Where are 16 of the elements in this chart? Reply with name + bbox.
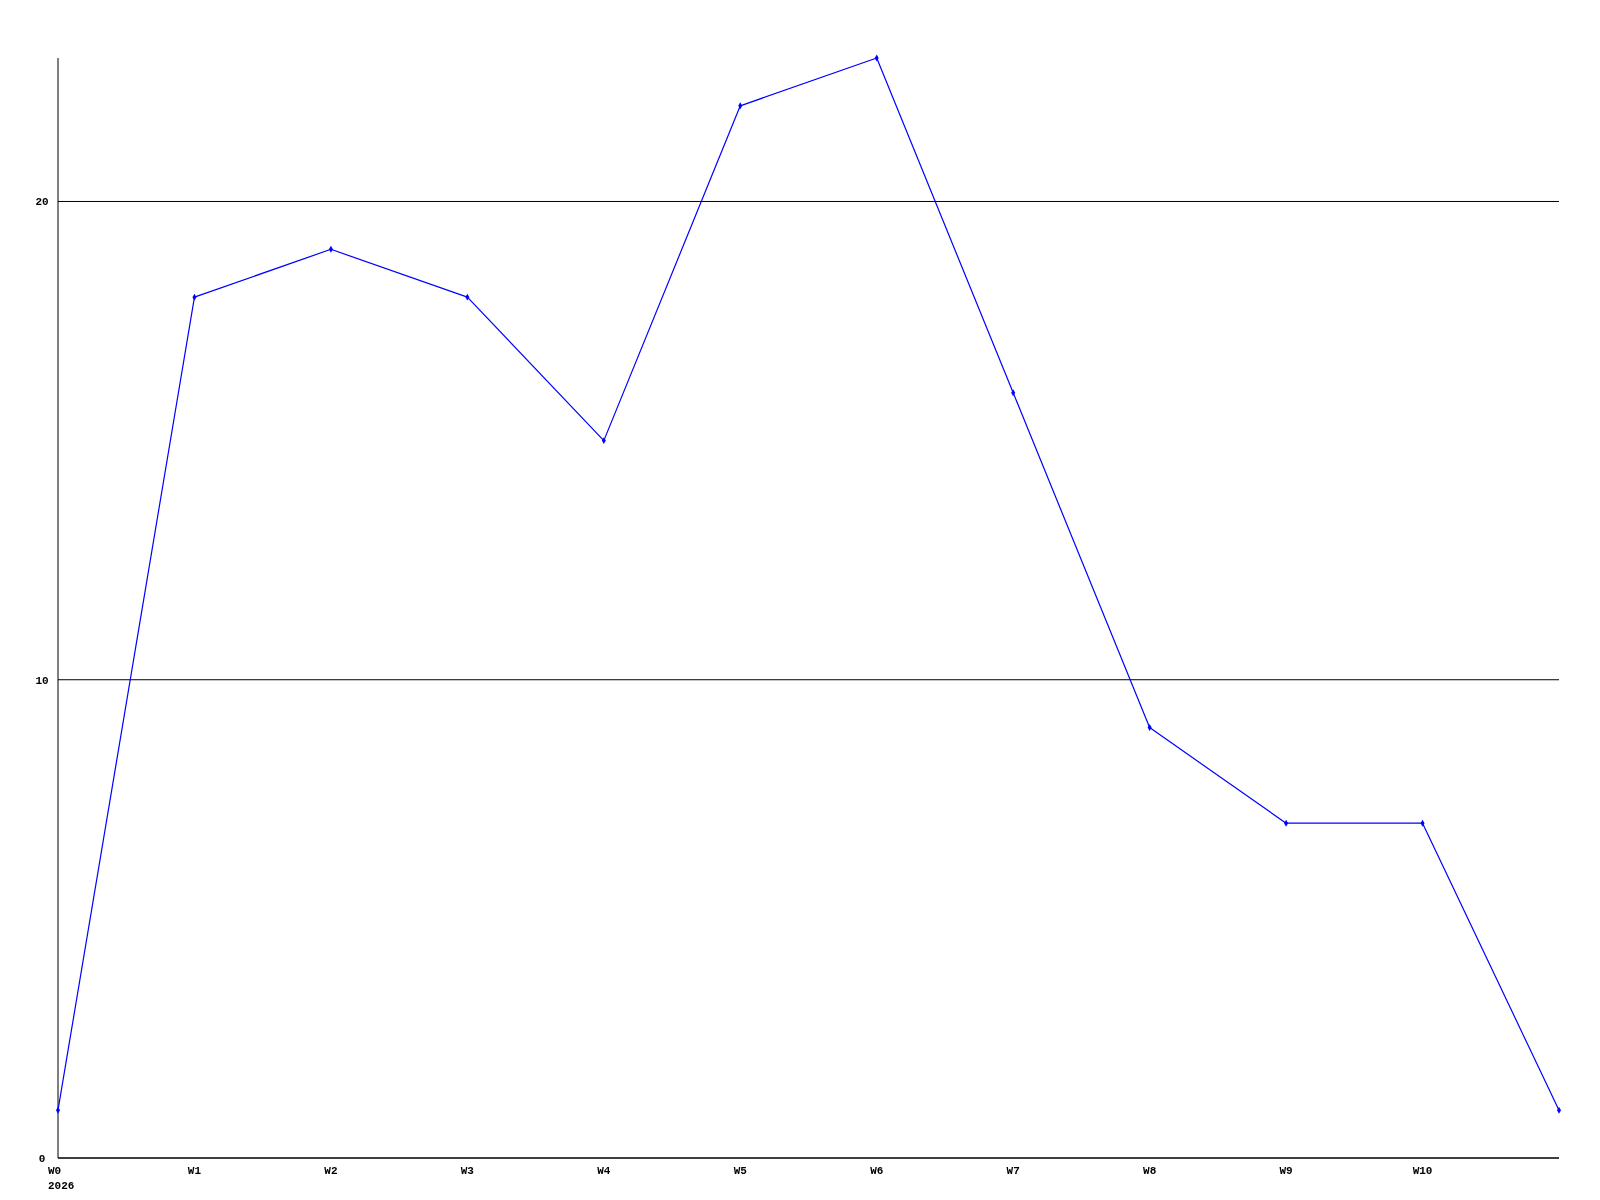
x-tick-label: W8 — [1143, 1165, 1157, 1177]
x-tick-label: W7 — [1006, 1165, 1020, 1177]
y-tick-label: 10 — [35, 674, 49, 687]
point — [1556, 1106, 1562, 1114]
x-tick-label: W3 — [460, 1165, 475, 1177]
x-tick-label: W0 2026 — [48, 1165, 75, 1192]
x-tick-label: W1 — [187, 1165, 202, 1177]
y-tick-label: 20 — [35, 196, 49, 209]
x-tick-label: W6 — [870, 1165, 884, 1177]
x-tick-label: W9 — [1279, 1165, 1293, 1177]
y-tick-label: 0 — [38, 1153, 46, 1165]
x-tick-label: W10 — [1412, 1165, 1433, 1177]
x-tick-label: W5 — [733, 1165, 748, 1177]
x-tick-label: W2 — [324, 1165, 338, 1177]
point — [55, 1106, 61, 1114]
x-tick-label: W4 — [597, 1165, 611, 1177]
